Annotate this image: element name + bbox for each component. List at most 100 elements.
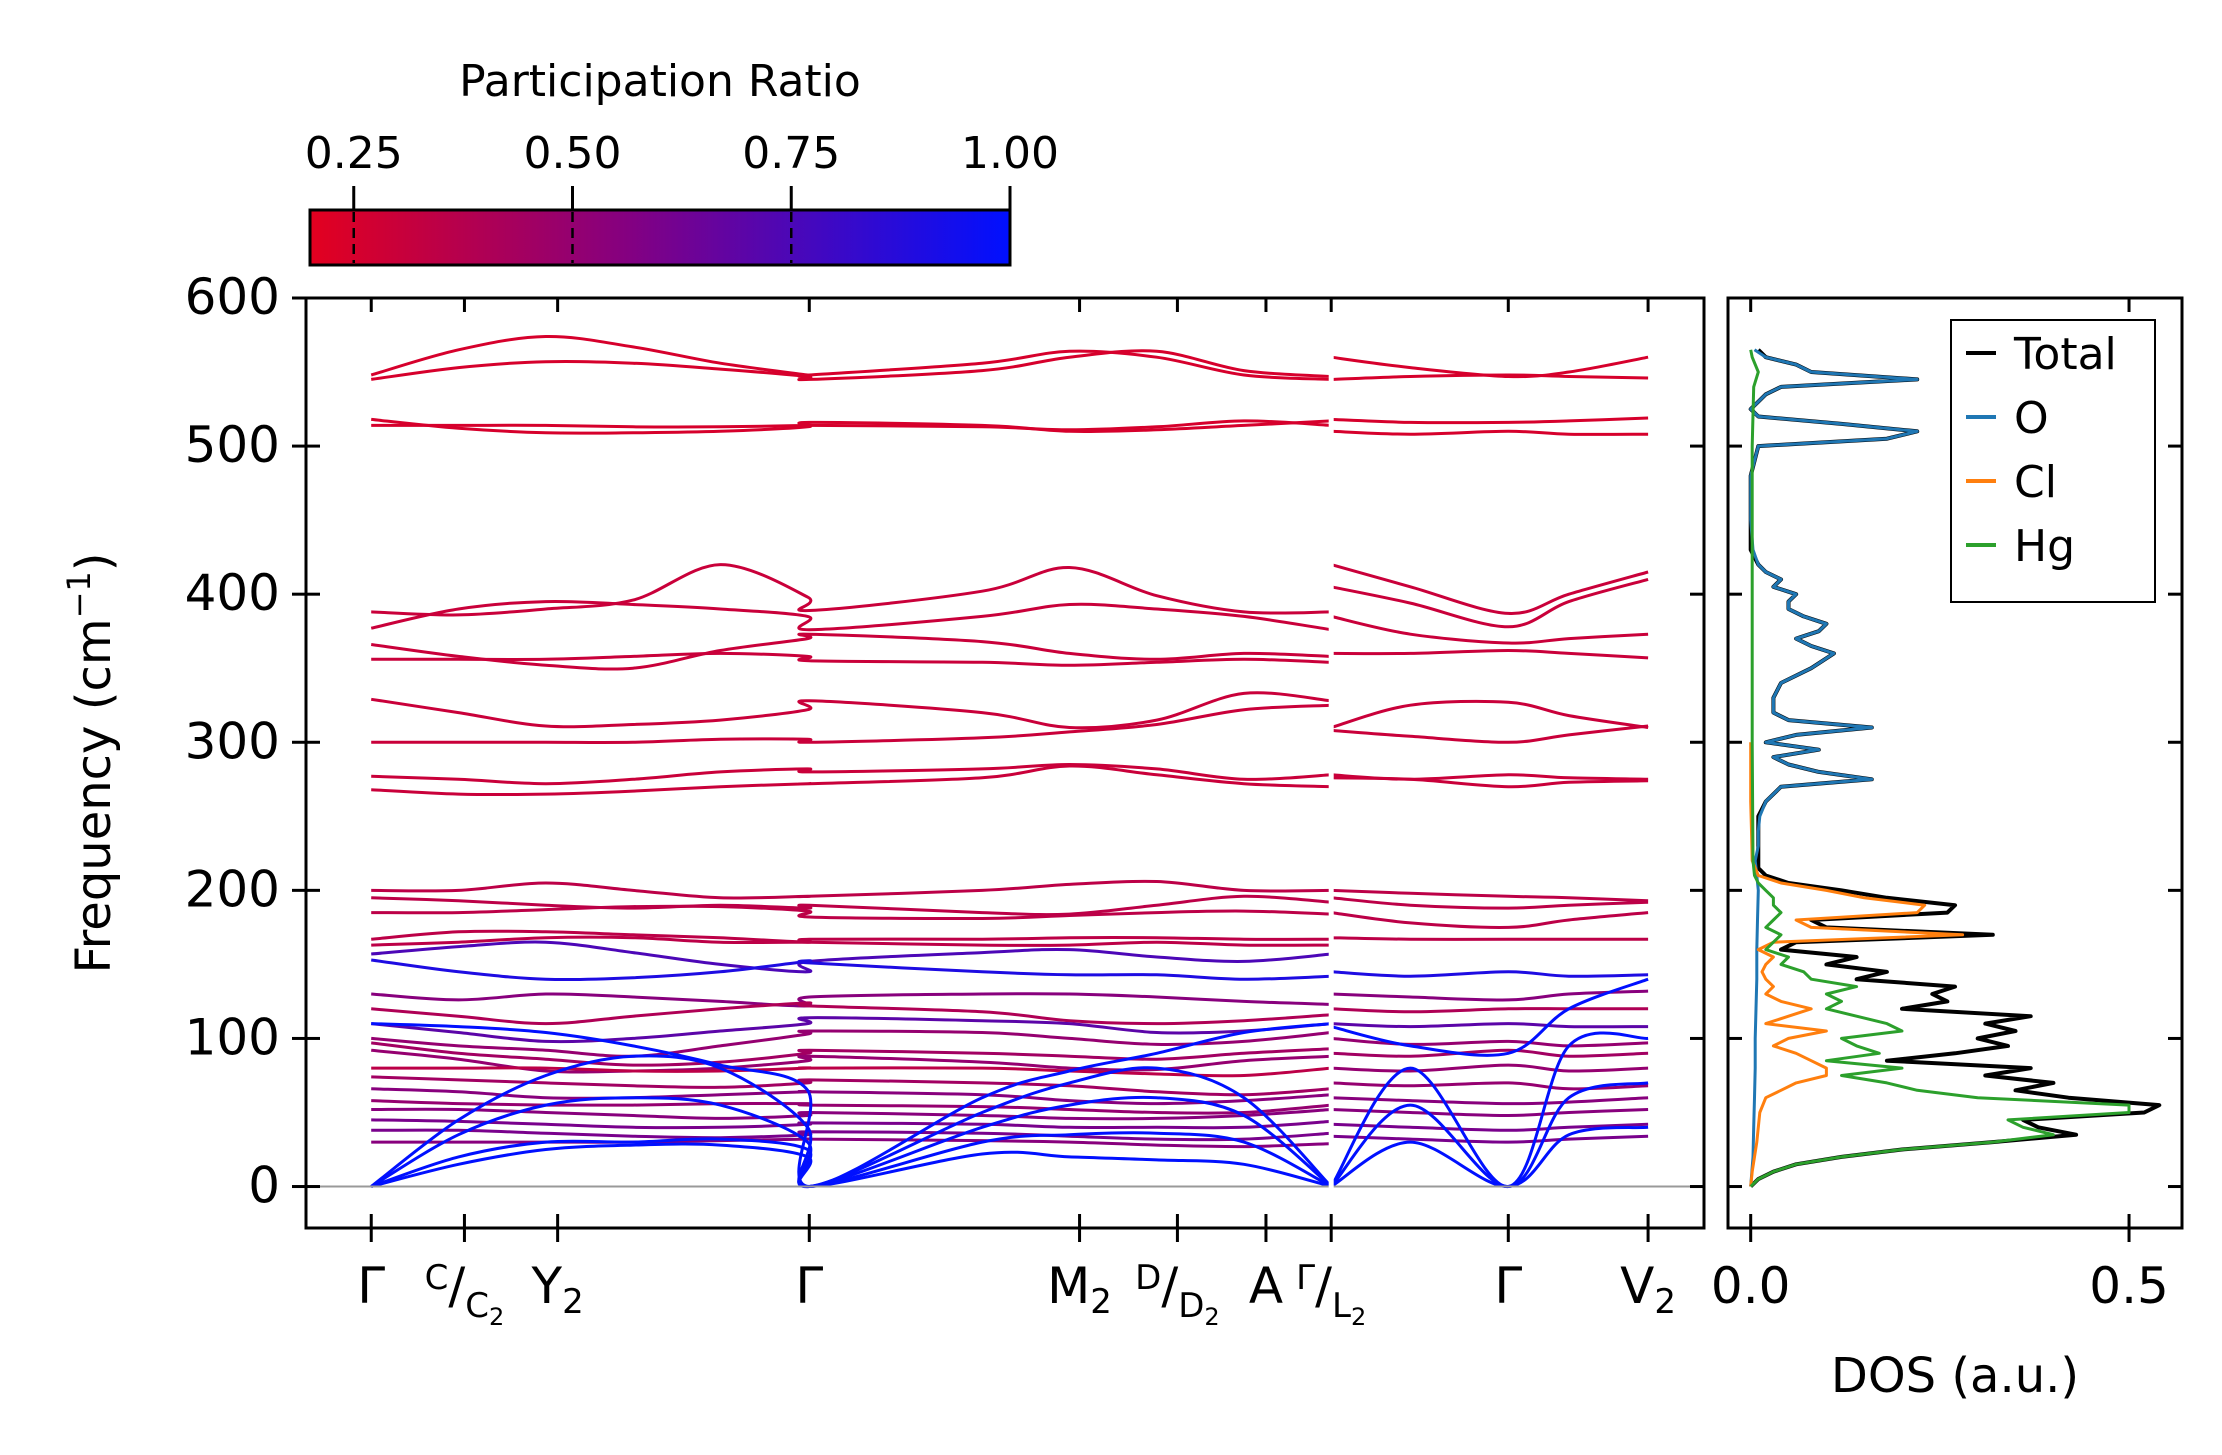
band-line — [1331, 896, 1649, 910]
legend-label-o: O — [2014, 393, 2049, 444]
band-line — [1330, 614, 1649, 645]
x-tick-label: M2 — [1047, 1257, 1112, 1322]
x-tick-label-base: C — [465, 1286, 489, 1326]
x-tick-label-sub: 2 — [1351, 1303, 1366, 1331]
x-tick-label-main: M — [1047, 1257, 1090, 1315]
legend-label-hg: Hg — [2014, 521, 2075, 572]
x-tick-label-sub: 2 — [1090, 1282, 1112, 1322]
band-line — [1330, 577, 1649, 629]
band-line — [1331, 1036, 1649, 1048]
band-line — [371, 1075, 1332, 1097]
band-line — [371, 1001, 1332, 1026]
dos-x-tick-label: 0.5 — [2089, 1257, 2169, 1315]
band-line — [1331, 1122, 1649, 1132]
y-tick-label: 100 — [185, 1008, 280, 1066]
x-tick-label: C/C2 — [425, 1257, 505, 1331]
band-line — [1330, 563, 1649, 615]
x-tick-label-base: D — [1178, 1286, 1204, 1326]
x-tick-label-sup: Γ — [1296, 1258, 1315, 1298]
dos-x-tick-label: 0.0 — [1711, 1257, 1791, 1315]
band-line — [371, 764, 1332, 797]
band-line — [1331, 1096, 1649, 1106]
band-line — [370, 691, 1332, 730]
band-line — [1331, 416, 1649, 425]
band-line — [371, 651, 1332, 667]
band-line — [371, 992, 1332, 1008]
legend-frame — [1950, 319, 2156, 603]
x-tick-label: Γ — [1494, 1257, 1522, 1315]
band-line — [1331, 1108, 1649, 1118]
x-tick-label: Y2 — [531, 1257, 584, 1322]
band-line — [371, 563, 1332, 617]
x-tick-label-base: L — [1332, 1286, 1351, 1326]
band-line — [371, 703, 1332, 745]
legend-label-total: Total — [2013, 329, 2117, 380]
band-line — [371, 349, 1332, 382]
band-line — [1331, 1048, 1649, 1058]
y-axis-ticks: 0 100 200 300 400 500 600 — [185, 268, 1704, 1215]
dos-curve-o — [1749, 348, 1919, 1187]
x-tick-label-sub: 2 — [1204, 1303, 1219, 1331]
band-line — [1330, 977, 1649, 1057]
y-axis-label-main: Frequency (cm — [66, 618, 122, 973]
band-line — [370, 1054, 1333, 1189]
band-line — [371, 1066, 1332, 1078]
band-line — [371, 1118, 1332, 1130]
band-line — [1331, 429, 1649, 436]
band-line — [371, 762, 1332, 786]
band-line — [1331, 911, 1649, 929]
band-line — [1331, 888, 1649, 903]
colorbar-tick-label: 0.50 — [524, 128, 622, 179]
legend-items: Total O Cl Hg — [1966, 329, 2117, 572]
y-tick-label: 300 — [185, 712, 280, 770]
band-line — [1331, 776, 1649, 789]
colorbar-tick-lines — [352, 212, 793, 263]
x-tick-label: D/D2 — [1135, 1257, 1220, 1331]
x-tick-label-main: Γ — [1494, 1257, 1522, 1315]
dos-x-axis-label: DOS (a.u.) — [1831, 1348, 2079, 1404]
dos-curve-hg — [1749, 349, 2131, 1188]
x-tick-label-main: V — [1620, 1257, 1654, 1315]
x-tick-label-main: A — [1249, 1257, 1283, 1315]
dos-curve-cl — [1749, 742, 1965, 1187]
x-tick-label-sup: C — [425, 1258, 449, 1298]
band-line — [1331, 989, 1649, 1002]
phonon-bands — [370, 334, 1649, 1189]
x-tick-label: Γ — [795, 1257, 823, 1315]
band-line — [371, 1022, 1332, 1189]
band-plot-frame — [304, 296, 1706, 1230]
band-line — [371, 904, 1332, 921]
band-line — [371, 894, 1332, 917]
x-tick-label-sup: D — [1135, 1258, 1161, 1298]
dos-plot-frame — [1726, 296, 2184, 1230]
colorbar: Participation Ratio 0.25 0.50 0.75 1.00 — [305, 56, 1059, 267]
dos-y-ticks — [1728, 296, 2182, 1189]
colorbar-tick-label: 0.75 — [742, 128, 840, 179]
band-line — [1331, 936, 1649, 941]
band-line — [371, 417, 1332, 435]
band-line — [371, 935, 1332, 947]
band-line — [370, 1142, 1332, 1189]
band-line — [370, 599, 1332, 632]
band-line — [371, 1029, 1332, 1058]
x-tick-label-main: Y — [531, 1257, 563, 1315]
band-line — [1331, 648, 1649, 660]
colorbar-ticks: 0.25 0.50 0.75 1.00 — [305, 128, 1059, 210]
colorbar-gradient — [308, 208, 1012, 267]
x-tick-label-slash: / — [1315, 1257, 1332, 1315]
band-line — [1331, 1134, 1649, 1144]
band-line — [371, 1087, 1332, 1106]
band-line — [1330, 699, 1649, 729]
x-tick-label-sub: 2 — [1654, 1282, 1676, 1322]
y-axis-label-close: ) — [66, 552, 122, 571]
x-tick-label-main: Γ — [795, 1257, 823, 1315]
x-tick-label: V2 — [1620, 1257, 1676, 1322]
y-axis-label: Frequency (cm−1) — [60, 552, 122, 973]
band-line — [371, 1128, 1332, 1142]
y-tick-label: 500 — [185, 416, 280, 474]
y-axis-label-exponent: −1 — [60, 571, 98, 618]
band-line — [1331, 1007, 1649, 1014]
legend-label-cl: Cl — [2014, 457, 2057, 508]
